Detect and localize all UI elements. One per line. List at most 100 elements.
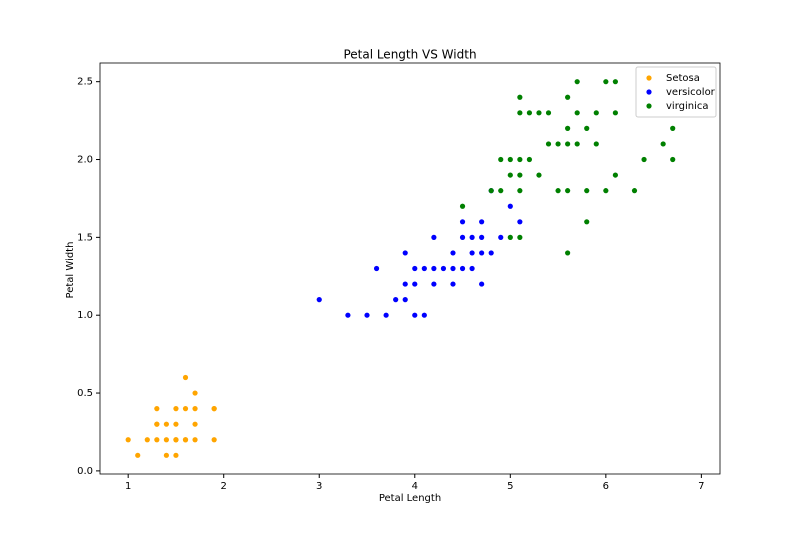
point [192, 390, 198, 396]
point [421, 265, 427, 272]
point [488, 188, 494, 194]
point [431, 265, 437, 272]
point [459, 203, 466, 209]
point [612, 172, 618, 178]
point [211, 406, 217, 412]
point [173, 437, 179, 443]
point [574, 141, 580, 147]
point [670, 156, 676, 163]
y-tick-label: 1.0 [77, 310, 93, 321]
point [412, 281, 418, 287]
point [498, 234, 504, 240]
point [192, 406, 198, 412]
point [450, 281, 456, 287]
point [670, 125, 676, 131]
point [498, 188, 504, 194]
point [517, 188, 523, 194]
point [584, 188, 590, 194]
point [507, 234, 513, 240]
point [517, 110, 523, 116]
y-tick-label: 2.5 [77, 77, 93, 88]
point [565, 250, 571, 256]
x-axis-label: Petal Length [379, 493, 441, 504]
point [574, 110, 580, 116]
point [154, 437, 160, 443]
point [660, 141, 666, 147]
point [192, 437, 198, 443]
point [316, 297, 322, 303]
point [125, 437, 131, 443]
point [593, 110, 599, 116]
point [459, 234, 466, 240]
legend-box [635, 66, 717, 118]
point [565, 141, 571, 147]
point [163, 421, 169, 427]
legend-label: Setosa [666, 73, 700, 84]
point [144, 437, 150, 443]
point [421, 312, 427, 318]
point [498, 156, 504, 163]
point [574, 79, 580, 85]
point [192, 421, 198, 427]
point [402, 297, 408, 303]
point [565, 125, 571, 131]
point [135, 452, 141, 458]
legend-label: versicolor [666, 87, 716, 98]
point [526, 110, 533, 116]
point [488, 250, 494, 256]
point [565, 94, 571, 100]
point [555, 141, 561, 147]
point [364, 312, 370, 318]
point [459, 265, 466, 272]
point [479, 250, 485, 256]
x-tick-label: 5 [507, 481, 513, 492]
y-tick-label: 2.0 [77, 155, 93, 166]
point [412, 265, 418, 272]
x-tick-label: 6 [603, 481, 609, 492]
point [431, 234, 437, 240]
point [402, 250, 408, 256]
point [450, 265, 456, 272]
point [154, 406, 160, 412]
point [173, 452, 179, 458]
point [402, 281, 408, 287]
y-tick-label: 0.0 [77, 466, 93, 477]
point [612, 110, 618, 116]
point [555, 188, 561, 194]
point [479, 219, 485, 225]
point [517, 156, 523, 163]
point [517, 219, 523, 225]
legend-marker [646, 103, 652, 109]
x-tick-label: 2 [221, 481, 227, 492]
y-axis-label: Petal Width [65, 242, 76, 299]
legend-marker [646, 75, 652, 81]
x-tick-label: 1 [125, 481, 131, 492]
plot-frame [99, 62, 721, 475]
x-tick-label: 4 [412, 481, 418, 492]
point [469, 234, 475, 240]
point [459, 219, 466, 225]
point [469, 265, 475, 272]
point [431, 281, 437, 287]
point [584, 219, 590, 225]
point [373, 265, 380, 272]
x-tick-label: 3 [316, 481, 322, 492]
point [545, 141, 552, 147]
point [507, 156, 513, 163]
point [507, 172, 513, 178]
point [507, 203, 513, 209]
point [536, 110, 542, 116]
point [517, 234, 523, 240]
point [173, 406, 179, 412]
point [526, 156, 533, 163]
point [536, 172, 542, 178]
point [412, 312, 418, 318]
point [383, 312, 389, 318]
point [182, 406, 189, 412]
point [163, 437, 169, 443]
point [545, 110, 552, 116]
point [479, 281, 485, 287]
point [584, 125, 590, 131]
point [593, 141, 599, 147]
